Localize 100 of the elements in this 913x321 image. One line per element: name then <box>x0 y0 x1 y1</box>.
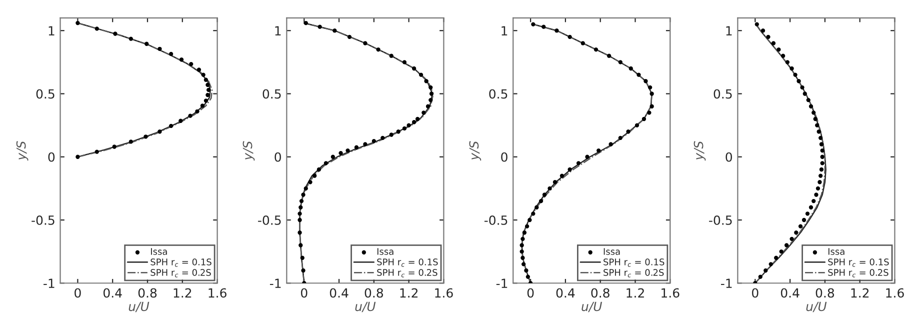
point <box>634 123 640 128</box>
point <box>628 66 633 71</box>
y-axis-title: y/S <box>242 141 255 161</box>
point <box>428 98 433 102</box>
point <box>299 198 304 204</box>
point <box>802 218 806 222</box>
point <box>389 132 394 137</box>
x-tick-label: 1.6 <box>435 288 453 298</box>
legend-label: SPH r$_{c}$ = 0.1S <box>604 258 664 267</box>
point <box>647 110 652 115</box>
point <box>76 154 80 159</box>
point <box>406 123 411 128</box>
point <box>301 268 306 273</box>
point <box>806 98 810 102</box>
legend-label: SPH r$_{c}$ = 0.1S <box>377 258 438 267</box>
x-tick-label: 0.4 <box>556 288 575 298</box>
point <box>800 85 804 90</box>
legend-label: SPH r$_{c}$ = 0.2S <box>828 269 888 278</box>
x-axis-title: u/U <box>128 302 150 312</box>
x-tick-label: 1.2 <box>851 288 869 298</box>
point <box>754 22 759 26</box>
y-tick-label: 0.5 <box>489 89 508 99</box>
y-axis-title: y/S <box>16 141 28 161</box>
y-tick-label: 1 <box>502 26 508 36</box>
y-tick-label: 0 <box>726 152 732 162</box>
point <box>418 72 424 77</box>
point <box>300 256 304 260</box>
y-tick-label: 0 <box>48 152 55 162</box>
x-tick-label: 1.6 <box>886 288 904 298</box>
x-tick-label: 1.2 <box>626 288 644 298</box>
y-tick-label: 0 <box>274 152 281 162</box>
y-tick-label: -0.5 <box>484 215 508 225</box>
legend-label: SPH r$_{c}$ = 0.1S <box>150 258 212 267</box>
point <box>179 58 184 62</box>
x-tick-label: 0 <box>527 288 534 298</box>
point <box>304 20 308 26</box>
point <box>415 116 420 122</box>
point <box>204 78 208 82</box>
x-axis-title: u/U <box>355 302 376 312</box>
x-tick-label: 0.4 <box>780 288 800 298</box>
point <box>363 142 368 146</box>
point <box>814 192 818 197</box>
x-tick-label: 1.2 <box>400 288 418 298</box>
point <box>332 28 337 33</box>
y-tick-label: -0.5 <box>32 215 54 225</box>
x-tick-label: 0.4 <box>330 288 348 298</box>
point <box>554 28 559 33</box>
y-tick-label: 0 <box>501 152 508 162</box>
point <box>568 34 572 39</box>
y-tick-label: -1 <box>496 278 508 288</box>
point <box>312 174 317 178</box>
point <box>94 26 99 31</box>
y-tick-label: 1 <box>48 26 54 36</box>
point <box>796 79 801 84</box>
legend-label: SPH r$_{c}$ = 0.2S <box>377 269 438 278</box>
point <box>760 28 766 33</box>
point <box>808 104 814 108</box>
point <box>816 186 820 191</box>
point <box>298 218 302 222</box>
point <box>189 62 194 66</box>
x-tick-label: 0.8 <box>364 288 384 298</box>
x-tick-label: 0 <box>74 288 81 298</box>
point <box>542 192 547 197</box>
point <box>424 79 428 84</box>
point <box>818 180 822 184</box>
point <box>524 224 530 228</box>
point <box>308 180 312 184</box>
point <box>158 130 162 134</box>
point <box>819 142 824 146</box>
point <box>650 92 654 96</box>
legend-label: SPH r$_{c}$ = 0.1S <box>828 258 889 267</box>
point <box>298 205 303 210</box>
point <box>648 85 652 90</box>
point <box>200 104 205 108</box>
point <box>596 148 601 153</box>
x-tick-label: 1.2 <box>174 288 192 298</box>
point <box>206 82 210 87</box>
point <box>304 186 308 191</box>
point <box>812 110 816 115</box>
x-tick-label: 0.4 <box>103 288 122 298</box>
point <box>316 167 322 172</box>
point <box>542 24 546 29</box>
y-tick-label: 0.5 <box>714 89 732 99</box>
point <box>758 274 762 279</box>
point <box>771 41 776 46</box>
point <box>568 167 572 172</box>
x-tick-label: 0 <box>300 288 308 298</box>
point <box>594 47 598 52</box>
point <box>168 52 174 56</box>
point <box>112 144 116 149</box>
point <box>128 140 134 144</box>
point <box>178 118 183 123</box>
point <box>113 32 118 36</box>
point <box>298 230 302 235</box>
point <box>585 154 590 159</box>
point <box>412 120 416 124</box>
y-axis-title: y/S <box>469 141 482 161</box>
point <box>764 268 768 273</box>
point <box>330 154 336 159</box>
point <box>522 230 527 235</box>
